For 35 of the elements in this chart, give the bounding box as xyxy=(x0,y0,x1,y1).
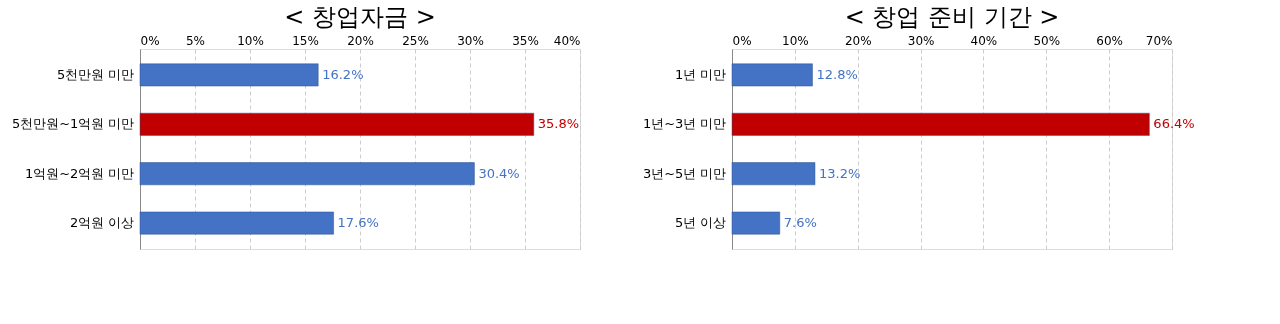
y-tick-label: 5년 이상 xyxy=(675,215,727,231)
x-tick-label: 70% xyxy=(1145,33,1173,48)
data-label: 17.6% xyxy=(337,215,379,231)
x-tick-label: 0% xyxy=(732,33,752,48)
data-label: 12.8% xyxy=(816,66,858,82)
x-tick-label: 30% xyxy=(907,33,935,48)
y-tick-label: 5천만원 미만 xyxy=(57,66,135,82)
x-tick-label: 0% xyxy=(140,33,160,48)
x-tick-label: 10% xyxy=(237,33,264,48)
y-tick-label: 5천만원~1억원 미만 xyxy=(11,116,135,132)
y-tick-label: 2억원 이상 xyxy=(70,215,135,231)
y-tick-label: 1억원~2억원 미만 xyxy=(24,165,135,181)
chart-title: < 창업 준비 기간 > xyxy=(844,3,1060,31)
x-tick-label: 30% xyxy=(457,33,484,48)
x-tick-label: 20% xyxy=(844,33,872,48)
x-tick-label: 60% xyxy=(1096,33,1123,48)
data-label: 7.6% xyxy=(783,215,817,231)
chart-title: < 창업자금 > xyxy=(284,3,436,31)
y-tick-label: 3년~5년 미만 xyxy=(642,165,727,181)
y-tick-label: 1년~3년 미만 xyxy=(642,116,727,132)
data-label: 35.8% xyxy=(537,116,580,132)
x-tick-label: 40% xyxy=(970,33,998,48)
x-tick-label: 10% xyxy=(782,33,809,48)
x-tick-label: 5% xyxy=(185,33,206,48)
data-label: 13.2% xyxy=(818,165,861,181)
x-tick-label: 25% xyxy=(402,33,429,48)
data-label: 16.2% xyxy=(322,66,364,82)
x-tick-label: 20% xyxy=(347,33,374,48)
data-label: 30.4% xyxy=(478,165,520,181)
x-tick-label: 40% xyxy=(553,33,581,48)
y-tick-label: 1년 미만 xyxy=(675,66,727,82)
x-tick-label: 15% xyxy=(292,33,319,48)
data-label: 66.4% xyxy=(1153,116,1195,132)
x-tick-label: 50% xyxy=(1033,33,1061,48)
x-tick-label: 35% xyxy=(512,33,539,48)
